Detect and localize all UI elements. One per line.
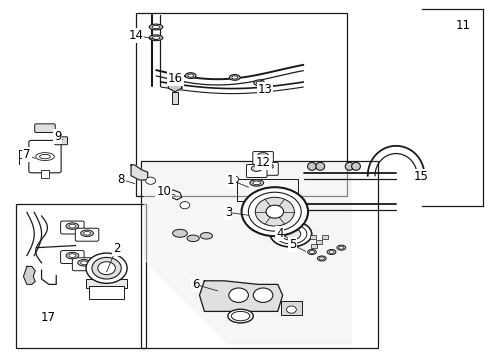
Ellipse shape <box>152 25 160 29</box>
Text: 11: 11 <box>455 19 470 32</box>
Ellipse shape <box>252 181 260 185</box>
Polygon shape <box>23 266 35 284</box>
FancyBboxPatch shape <box>246 165 266 177</box>
FancyBboxPatch shape <box>35 124 55 132</box>
Ellipse shape <box>200 233 212 239</box>
Ellipse shape <box>317 256 325 261</box>
Circle shape <box>286 306 296 313</box>
Circle shape <box>145 177 155 184</box>
Ellipse shape <box>152 36 160 40</box>
Circle shape <box>241 187 307 236</box>
Polygon shape <box>168 77 182 92</box>
FancyBboxPatch shape <box>61 221 84 234</box>
Ellipse shape <box>231 76 237 79</box>
FancyBboxPatch shape <box>55 137 67 145</box>
Ellipse shape <box>351 162 360 170</box>
Bar <box>310 244 316 248</box>
Ellipse shape <box>315 162 324 170</box>
Ellipse shape <box>66 252 79 259</box>
Text: 8: 8 <box>117 173 125 186</box>
Ellipse shape <box>185 73 196 78</box>
Ellipse shape <box>338 246 343 249</box>
Text: 15: 15 <box>413 170 428 183</box>
Text: 16: 16 <box>167 72 182 85</box>
Ellipse shape <box>256 81 262 85</box>
Circle shape <box>265 205 283 218</box>
Ellipse shape <box>172 229 187 237</box>
Ellipse shape <box>328 251 333 253</box>
Polygon shape <box>131 165 147 180</box>
Text: 5: 5 <box>288 238 296 251</box>
Circle shape <box>228 288 248 302</box>
Bar <box>322 235 327 239</box>
Ellipse shape <box>269 221 311 247</box>
Ellipse shape <box>345 162 353 170</box>
Ellipse shape <box>229 75 240 80</box>
Text: 10: 10 <box>156 185 171 198</box>
Ellipse shape <box>307 249 316 255</box>
Bar <box>86 279 127 288</box>
Ellipse shape <box>227 309 253 323</box>
Text: 17: 17 <box>41 311 55 324</box>
Circle shape <box>228 176 238 183</box>
Text: 6: 6 <box>191 278 199 291</box>
Bar <box>89 286 123 299</box>
Text: 13: 13 <box>257 83 272 96</box>
Ellipse shape <box>336 245 345 250</box>
Bar <box>141 161 377 348</box>
Text: 3: 3 <box>224 206 232 219</box>
Ellipse shape <box>309 251 314 253</box>
Bar <box>136 13 346 196</box>
Ellipse shape <box>187 74 193 77</box>
Ellipse shape <box>319 257 324 260</box>
FancyBboxPatch shape <box>75 228 99 241</box>
Ellipse shape <box>251 166 262 171</box>
Ellipse shape <box>40 154 50 159</box>
FancyBboxPatch shape <box>257 162 278 175</box>
Text: 2: 2 <box>112 242 120 255</box>
Bar <box>41 170 49 178</box>
Bar <box>171 92 178 104</box>
FancyBboxPatch shape <box>61 251 84 264</box>
Ellipse shape <box>83 231 90 235</box>
Text: 12: 12 <box>255 156 270 169</box>
Text: 4: 4 <box>275 227 283 240</box>
Ellipse shape <box>78 260 90 266</box>
FancyBboxPatch shape <box>29 140 61 173</box>
Circle shape <box>253 288 272 302</box>
Ellipse shape <box>257 153 268 158</box>
Ellipse shape <box>149 35 163 41</box>
Ellipse shape <box>66 223 79 229</box>
Ellipse shape <box>81 230 93 237</box>
Ellipse shape <box>326 249 335 255</box>
Ellipse shape <box>186 235 199 242</box>
Bar <box>16 204 145 348</box>
Ellipse shape <box>307 162 316 170</box>
Bar <box>315 240 321 244</box>
Circle shape <box>98 262 115 275</box>
Ellipse shape <box>69 254 76 257</box>
Polygon shape <box>199 281 282 311</box>
Ellipse shape <box>36 153 54 161</box>
Ellipse shape <box>281 228 300 240</box>
Ellipse shape <box>69 224 76 228</box>
Ellipse shape <box>81 261 87 265</box>
Bar <box>281 301 301 315</box>
Circle shape <box>255 197 294 226</box>
Text: 7: 7 <box>23 148 31 161</box>
Text: 1: 1 <box>226 174 234 186</box>
Ellipse shape <box>253 80 264 86</box>
Circle shape <box>86 253 127 283</box>
Text: 9: 9 <box>54 130 61 143</box>
Circle shape <box>92 257 121 279</box>
Bar <box>309 235 315 239</box>
FancyBboxPatch shape <box>252 152 273 165</box>
Polygon shape <box>144 164 350 344</box>
Ellipse shape <box>262 163 273 169</box>
FancyBboxPatch shape <box>72 258 96 271</box>
Ellipse shape <box>249 180 263 186</box>
Ellipse shape <box>149 24 163 30</box>
Text: 14: 14 <box>128 29 143 42</box>
Circle shape <box>180 202 189 209</box>
